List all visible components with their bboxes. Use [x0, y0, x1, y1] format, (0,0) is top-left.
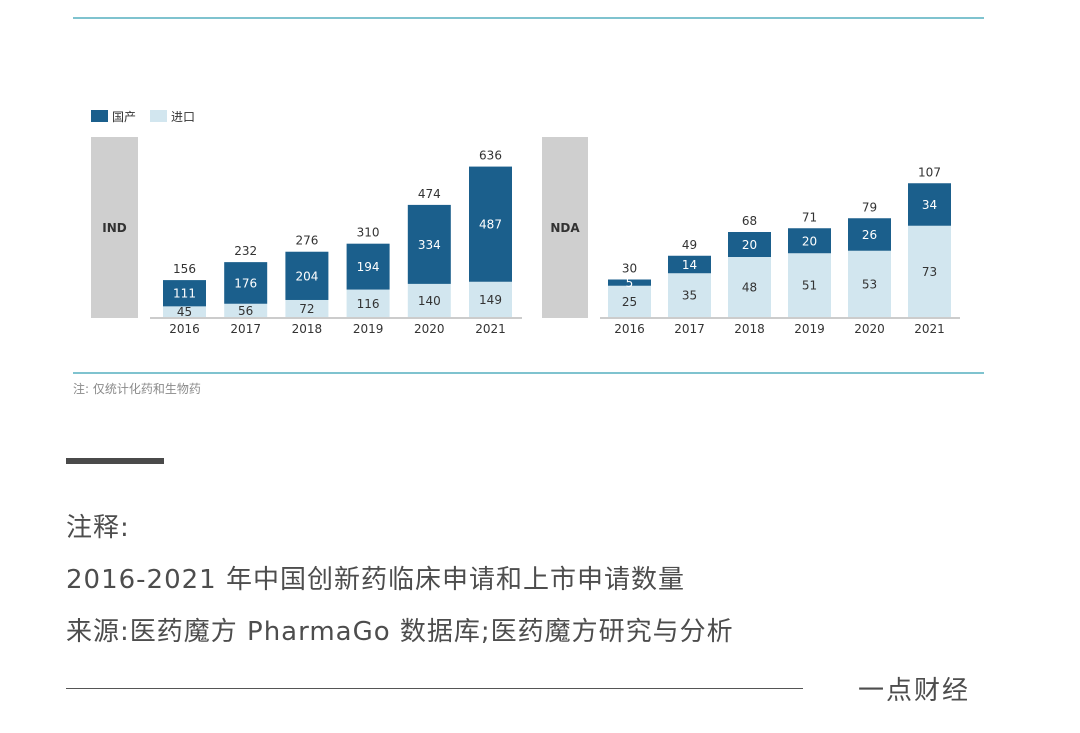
ind-label-domestic-2017: 176	[234, 276, 257, 290]
nda-bar-domestic-2018	[728, 232, 771, 257]
nda-label-domestic-2016: 5	[626, 276, 634, 290]
caption-accent-bar	[66, 458, 164, 464]
nda-total-2019: 71	[802, 210, 817, 224]
caption-title: 注释:	[66, 513, 130, 543]
nda-total-2020: 79	[862, 200, 877, 214]
nda-label-domestic-2020: 26	[862, 228, 877, 242]
nda-label-imported-2019: 51	[802, 279, 817, 293]
legend-swatch-domestic	[91, 110, 108, 122]
nda-tick-2017: 2017	[674, 322, 705, 336]
nda-label-imported-2016: 25	[622, 295, 637, 309]
ind-bar-imported-2021	[469, 281, 512, 317]
nda-label-domestic-2021: 34	[922, 198, 937, 212]
nda-label-domestic-2018: 20	[742, 238, 757, 252]
nda-bar-domestic-2019	[788, 228, 831, 254]
caption-source: 来源:医药魔方 PharmaGo 数据库;医药魔方研究与分析	[66, 617, 734, 647]
ind-bar-domestic-2018	[285, 251, 329, 300]
ind-tick-2017: 2017	[230, 322, 261, 336]
ind-label-imported-2021: 149	[479, 293, 502, 307]
nda-bar-imported-2018	[728, 257, 771, 317]
nda-label-imported-2020: 53	[862, 277, 877, 291]
ind-bar-imported-2017	[224, 303, 268, 317]
nda-panel-label-box	[542, 137, 588, 318]
brand-name: 一点财经	[858, 676, 971, 706]
ind-bar-domestic-2016	[163, 280, 206, 307]
nda-tick-2016: 2016	[614, 322, 645, 336]
chart-bottom-rule	[73, 372, 984, 374]
top-rule	[73, 17, 984, 19]
nda-bar-imported-2021	[908, 225, 951, 317]
ind-total-2019: 310	[357, 226, 380, 240]
nda-tick-2018: 2018	[734, 322, 765, 336]
ind-bar-imported-2018	[285, 299, 329, 317]
ind-bar-imported-2016	[163, 306, 206, 317]
bottom-rule	[66, 688, 803, 689]
nda-tick-2020: 2020	[854, 322, 885, 336]
ind-bar-domestic-2019	[346, 243, 390, 290]
ind-bar-domestic-2020	[407, 204, 451, 284]
nda-label-domestic-2017: 14	[682, 258, 697, 272]
ind-label-domestic-2019: 194	[357, 260, 380, 274]
ind-label-domestic-2018: 204	[295, 269, 318, 283]
nda-bar-domestic-2017	[668, 255, 711, 274]
chart-area: 国产 进口 IND 45 111 156 2016 56 176 232 2017 72 204 276 2…	[91, 110, 960, 336]
ind-bar-imported-2019	[346, 289, 390, 317]
nda-total-2021: 107	[918, 165, 941, 179]
ind-label-imported-2018: 72	[299, 302, 314, 316]
legend-label-domestic: 国产	[112, 110, 136, 124]
ind-total-2021: 636	[479, 149, 502, 163]
ind-bar-domestic-2021	[469, 166, 512, 282]
ind-label-imported-2019: 116	[357, 297, 380, 311]
nda-bar-domestic-2016	[608, 279, 651, 286]
ind-label-imported-2016: 45	[177, 305, 192, 319]
nda-total-2017: 49	[682, 238, 697, 252]
ind-total-2016: 156	[173, 262, 196, 276]
legend-swatch-imported	[150, 110, 167, 122]
nda-label-imported-2021: 73	[922, 265, 937, 279]
ind-label-domestic-2016: 111	[173, 287, 196, 301]
nda-label-imported-2018: 48	[742, 281, 757, 295]
nda-bar-domestic-2021	[908, 183, 951, 226]
nda-bar-domestic-2020	[848, 218, 891, 251]
ind-label-imported-2017: 56	[238, 304, 253, 318]
ind-total-2020: 474	[418, 187, 441, 201]
nda-panel-label: NDA	[550, 221, 580, 235]
ind-total-2017: 232	[234, 244, 257, 258]
ind-bar-imported-2020	[407, 283, 451, 317]
ind-tick-2020: 2020	[414, 322, 445, 336]
nda-bar-imported-2019	[788, 253, 831, 317]
chart-footnote: 注: 仅统计化药和生物药	[73, 382, 201, 396]
legend-label-imported: 进口	[171, 110, 195, 124]
nda-bar-imported-2020	[848, 250, 891, 317]
ind-panel-label: IND	[102, 221, 127, 235]
caption-description: 2016-2021 年中国创新药临床申请和上市申请数量	[66, 565, 685, 595]
ind-bar-domestic-2017	[224, 262, 268, 304]
ind-tick-2019: 2019	[353, 322, 384, 336]
ind-label-domestic-2020: 334	[418, 238, 441, 252]
ind-tick-2021: 2021	[475, 322, 506, 336]
nda-total-2018: 68	[742, 214, 757, 228]
nda-tick-2019: 2019	[794, 322, 825, 336]
ind-tick-2018: 2018	[292, 322, 323, 336]
nda-label-imported-2017: 35	[682, 289, 697, 303]
ind-label-imported-2020: 140	[418, 294, 441, 308]
nda-total-2016: 30	[622, 262, 637, 276]
ind-tick-2016: 2016	[169, 322, 200, 336]
nda-tick-2021: 2021	[914, 322, 945, 336]
nda-bar-imported-2016	[608, 285, 651, 317]
nda-label-domestic-2019: 20	[802, 234, 817, 248]
ind-panel-label-box	[91, 137, 138, 318]
nda-bar-imported-2017	[668, 273, 711, 317]
ind-total-2018: 276	[295, 234, 318, 248]
ind-label-domestic-2021: 487	[479, 218, 502, 232]
